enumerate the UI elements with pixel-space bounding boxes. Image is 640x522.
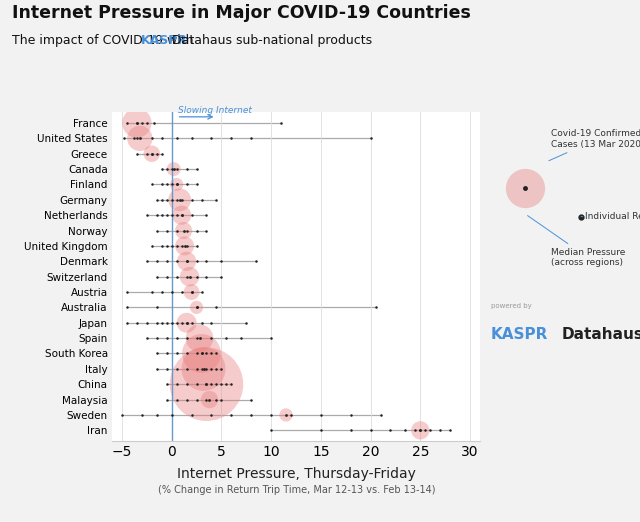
Text: KASPR: KASPR <box>141 34 188 48</box>
Text: The impact of COVID-19 with: The impact of COVID-19 with <box>12 34 197 48</box>
Point <box>196 349 207 358</box>
Text: Datahaus: Datahaus <box>561 327 640 342</box>
Text: powered by: powered by <box>491 303 531 309</box>
Point <box>179 227 189 235</box>
Text: Median Pressure
(across regions): Median Pressure (across regions) <box>527 216 625 267</box>
Point <box>177 211 187 219</box>
Point <box>415 426 426 434</box>
Point <box>147 149 157 158</box>
Point <box>520 184 531 192</box>
Point <box>202 380 212 388</box>
Point <box>135 134 145 143</box>
Text: Internet Pressure, Thursday-Friday: Internet Pressure, Thursday-Friday <box>177 467 416 481</box>
Text: Internet Pressure in Major COVID-19 Countries: Internet Pressure in Major COVID-19 Coun… <box>12 4 470 22</box>
Point <box>204 396 214 404</box>
Text: KASPR: KASPR <box>491 327 548 342</box>
Point <box>182 257 192 266</box>
Point <box>168 165 179 173</box>
Point <box>182 318 192 327</box>
Text: Datahaus sub-national products: Datahaus sub-national products <box>168 34 372 48</box>
Point <box>198 365 209 373</box>
Text: Slowing Internet: Slowing Internet <box>178 106 252 115</box>
Text: Covid-19 Confirmed
Cases (13 Mar 2020): Covid-19 Confirmed Cases (13 Mar 2020) <box>549 129 640 161</box>
Point <box>175 196 185 204</box>
Point <box>184 272 195 281</box>
Point <box>179 242 189 250</box>
Point <box>195 334 205 342</box>
Point <box>281 411 291 419</box>
Point <box>191 303 202 312</box>
Text: (% Change in Return Trip Time, Mar 12-13 vs. Feb 13-14): (% Change in Return Trip Time, Mar 12-13… <box>157 485 435 495</box>
Point <box>186 288 196 296</box>
Point <box>132 119 142 127</box>
Point <box>172 180 182 188</box>
Text: Individual Region: Individual Region <box>581 212 640 221</box>
